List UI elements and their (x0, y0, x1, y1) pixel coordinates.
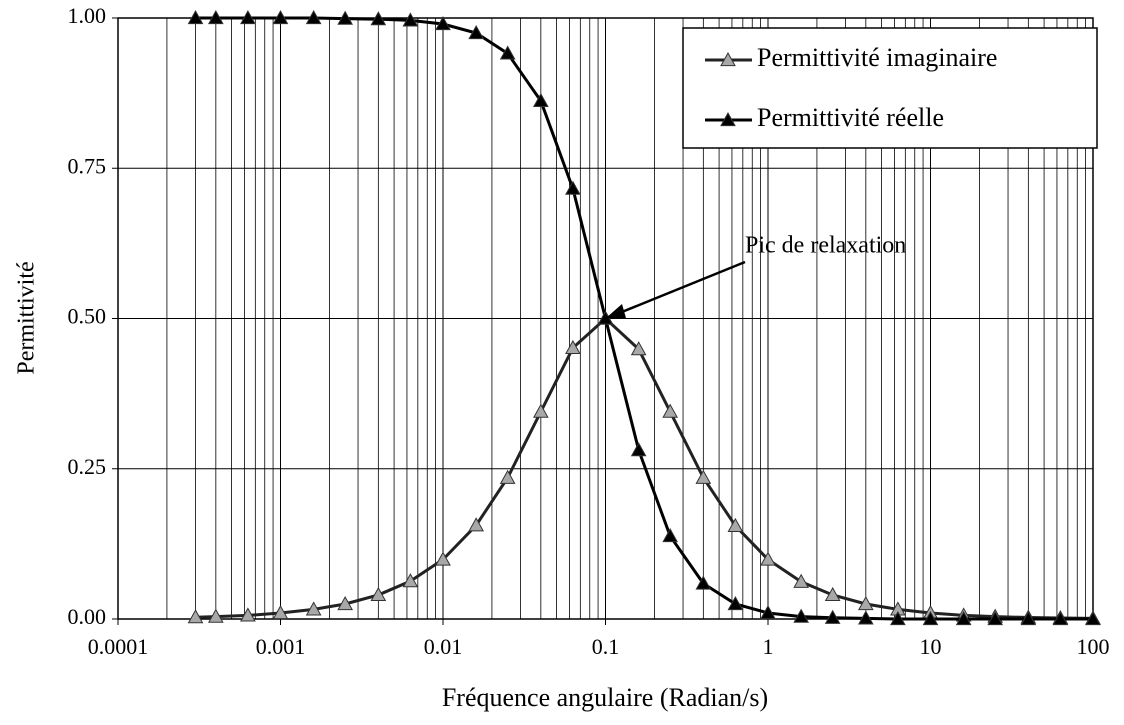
legend-marker (720, 51, 736, 67)
marker (793, 573, 810, 588)
marker (207, 9, 224, 25)
marker (1085, 610, 1101, 626)
legend-box (682, 27, 1098, 149)
marker (499, 469, 516, 484)
marker (499, 45, 516, 60)
marker (1020, 610, 1037, 626)
marker (532, 92, 549, 108)
marker (468, 24, 485, 40)
marker (630, 442, 647, 457)
marker (1052, 610, 1069, 626)
marker (402, 573, 419, 588)
y-tick-label: 0.50 (68, 304, 107, 329)
marker (187, 9, 204, 25)
marker (695, 575, 712, 590)
marker (662, 403, 679, 418)
marker (824, 609, 841, 624)
marker (532, 403, 549, 418)
x-tick-label: 0.0001 (88, 634, 149, 659)
marker (337, 10, 354, 25)
marker (207, 608, 224, 623)
marker (370, 11, 387, 26)
marker (824, 586, 841, 602)
x-tick-label: 10 (920, 634, 942, 659)
x-tick-label: 0.001 (256, 634, 306, 659)
marker (922, 610, 939, 626)
y-axis-label: Permittivité (14, 261, 40, 374)
marker (565, 180, 581, 195)
marker (565, 339, 581, 355)
y-tick-label: 0.75 (68, 153, 107, 178)
marker (630, 341, 647, 356)
marker (402, 12, 419, 27)
legend-label: Permittivité imaginaire (757, 43, 997, 72)
legend-marker (720, 111, 736, 127)
marker (793, 608, 810, 623)
y-tick-label: 0.25 (68, 454, 107, 479)
marker (305, 601, 322, 616)
annotation-arrowhead (606, 304, 626, 318)
marker (187, 609, 204, 624)
marker (435, 551, 451, 566)
marker (955, 610, 972, 626)
x-tick-label: 0.01 (424, 634, 463, 659)
x-tick-label: 0.1 (592, 634, 620, 659)
marker (435, 15, 451, 31)
marker (272, 604, 289, 620)
marker (987, 610, 1004, 626)
annotation-arrow (611, 260, 746, 318)
y-tick-label: 1.00 (68, 3, 107, 28)
marker (468, 517, 485, 532)
legend-label: Permittivité réelle (757, 103, 944, 132)
y-tick-label: 0.00 (68, 604, 107, 629)
marker (695, 469, 712, 484)
marker (662, 528, 679, 543)
x-axis-label: Fréquence angulaire (Radian/s) (442, 683, 768, 712)
marker (760, 551, 776, 566)
x-tick-label: 100 (1077, 634, 1110, 659)
marker (240, 607, 256, 622)
marker (305, 9, 322, 25)
marker (337, 595, 354, 611)
marker (760, 604, 776, 620)
marker (240, 9, 256, 25)
x-tick-label: 1 (763, 634, 774, 659)
annotation: Pic de relaxation (745, 233, 906, 259)
marker (857, 595, 874, 611)
marker (890, 610, 906, 626)
marker (727, 595, 744, 611)
marker (272, 9, 289, 25)
marker (370, 586, 387, 602)
marker (857, 610, 874, 625)
plot-frame (117, 17, 1094, 620)
marker (727, 517, 744, 532)
